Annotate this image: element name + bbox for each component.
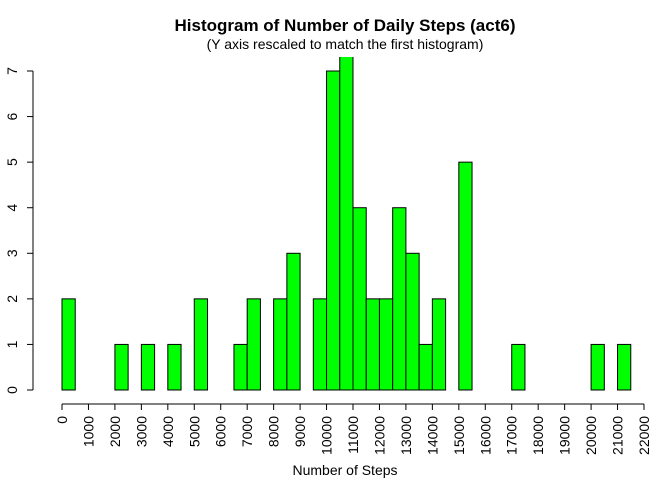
x-tick-label: 8000 (266, 416, 282, 447)
x-tick-label: 16000 (477, 416, 493, 455)
x-tick-label: 11000 (345, 416, 361, 454)
bar (590, 343, 605, 391)
bar (140, 343, 156, 391)
bar (458, 161, 473, 391)
bar (617, 343, 632, 391)
x-tick-label: 17000 (504, 416, 520, 455)
x-tick-label: 4000 (160, 416, 176, 447)
bar (418, 343, 433, 391)
x-tick-label: 9000 (292, 416, 308, 447)
bar (312, 298, 328, 391)
x-tick-label: 12000 (371, 416, 387, 455)
x-tick-label: 1000 (80, 416, 96, 447)
x-tick-label: 21000 (610, 416, 626, 455)
bar (114, 343, 129, 391)
x-tick-label: 6000 (213, 416, 229, 447)
bar (405, 252, 420, 391)
chart-subtitle: (Y axis rescaled to match the first hist… (207, 36, 484, 52)
x-tick-label: 2000 (107, 416, 123, 447)
bars (61, 57, 632, 391)
x-tick-label: 3000 (133, 416, 149, 447)
bar (286, 252, 301, 391)
bar (365, 298, 380, 391)
chart-title: Histogram of Number of Daily Steps (act6… (174, 16, 515, 35)
x-tick-label: 19000 (557, 416, 573, 455)
bar (233, 343, 248, 391)
y-tick-label: 0 (4, 386, 20, 394)
y-tick-label: 7 (4, 67, 20, 75)
x-tick-label: 13000 (398, 416, 414, 455)
y-tick-label: 4 (4, 204, 20, 212)
bar (431, 298, 447, 391)
x-tick-label: 18000 (530, 416, 546, 455)
bar (61, 298, 76, 391)
x-tick-label: 14000 (424, 416, 440, 455)
x-tick-label: 15000 (451, 416, 467, 455)
x-tick-label: 10000 (319, 416, 335, 455)
bar (326, 70, 341, 391)
x-tick-label: 7000 (239, 416, 255, 447)
x-tick-label: 22000 (636, 416, 652, 455)
x-axis-label: Number of Steps (292, 462, 397, 478)
bar (392, 207, 407, 391)
bar (193, 298, 208, 391)
bar (273, 298, 288, 391)
bar (511, 343, 526, 391)
y-tick-label: 1 (4, 340, 20, 348)
bar (339, 57, 354, 391)
bar (167, 343, 182, 391)
bar (352, 207, 367, 391)
x-tick-label: 0 (54, 416, 70, 424)
x-tick-label: 20000 (583, 416, 599, 455)
y-tick-label: 5 (4, 158, 20, 166)
bar (378, 298, 394, 391)
y-tick-label: 6 (4, 112, 20, 120)
x-tick-label: 5000 (186, 416, 202, 447)
y-tick-label: 2 (4, 295, 20, 303)
bar (246, 298, 261, 391)
y-tick-label: 3 (4, 249, 20, 257)
